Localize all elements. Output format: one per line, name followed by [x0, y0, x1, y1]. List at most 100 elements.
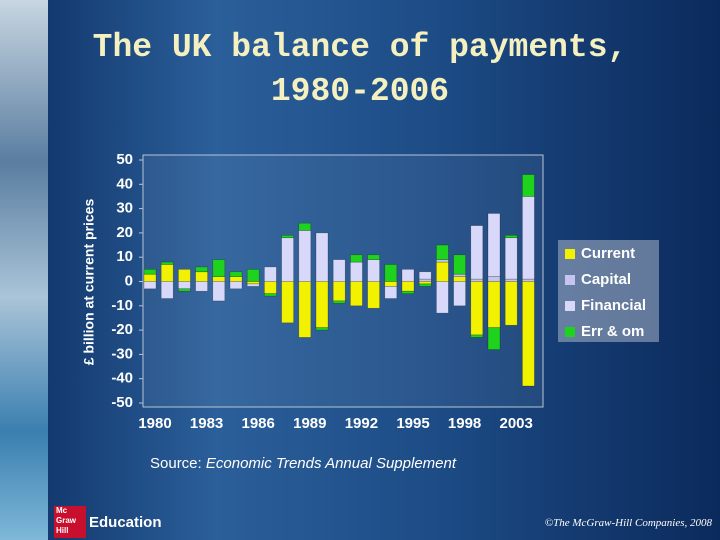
- bar-segment: [229, 276, 243, 282]
- logo: Mc Graw Hill: [54, 506, 86, 538]
- bar-segment: [195, 281, 208, 292]
- bar-segment: [401, 290, 415, 294]
- chart-title: The UK balance of payments, 1980-2006: [92, 29, 628, 110]
- x-tick-label: 1992: [345, 415, 378, 432]
- bar-segment: [453, 254, 466, 275]
- y-tick-label: -30: [111, 345, 133, 362]
- bar-segment: [315, 281, 329, 328]
- bar-segment: [367, 281, 380, 309]
- bar-segment: [487, 327, 501, 350]
- x-tick-label: 2003: [500, 415, 533, 432]
- legend-label: Current: [581, 245, 635, 262]
- bar-segment: [504, 278, 518, 282]
- bar-segment: [298, 281, 312, 338]
- bar-segment: [298, 230, 312, 282]
- source: Source: Economic Trends Annual Supplemen…: [150, 455, 456, 472]
- bar-segment: [384, 281, 398, 287]
- bar-segment: [350, 261, 363, 282]
- y-tick-label: 20: [116, 224, 133, 241]
- copyright: ©The McGraw-Hill Companies, 2008: [544, 517, 712, 529]
- x-tick-label: 1998: [448, 415, 481, 432]
- bar-segment: [298, 222, 312, 231]
- legend-swatch: [565, 327, 575, 337]
- y-tick-label: -10: [111, 297, 133, 314]
- bar-segment: [332, 300, 346, 304]
- bar-segment: [418, 271, 432, 280]
- bar-segment: [418, 281, 432, 285]
- y-tick-label: 50: [116, 151, 133, 168]
- bar-segment: [436, 259, 449, 263]
- legend-label: Err & om: [581, 323, 644, 340]
- source-text: Economic Trends Annual Supplement: [205, 455, 457, 472]
- bar-segment: [418, 283, 432, 287]
- decor-strip: [0, 0, 48, 540]
- bar-segment: [470, 334, 484, 338]
- bar-segment: [453, 273, 466, 277]
- bar-segment: [487, 276, 501, 282]
- x-tick-label: 1980: [138, 415, 171, 432]
- bar-segment: [160, 264, 174, 282]
- y-tick-label: -40: [111, 370, 133, 387]
- bar-segment: [350, 281, 363, 307]
- y-tick-label: -50: [111, 394, 133, 411]
- bar-segment: [436, 281, 449, 314]
- bar-segment: [332, 259, 346, 282]
- legend-swatch: [565, 301, 575, 311]
- bar-segment: [315, 232, 329, 282]
- logo-line: Mc: [56, 506, 68, 515]
- y-tick-label: 40: [116, 175, 133, 192]
- y-axis-label: £ billion at current prices: [81, 199, 97, 366]
- logo-line: Graw: [56, 516, 77, 525]
- bar-segment: [522, 281, 535, 387]
- bar-segment: [384, 264, 398, 282]
- bar-segment: [178, 269, 191, 282]
- bar-segment: [315, 327, 329, 331]
- bar-segment: [264, 293, 277, 297]
- bar-segment: [246, 281, 260, 285]
- bar-segment: [160, 261, 174, 265]
- source-label: Source:: [150, 455, 202, 472]
- bar-segment: [281, 281, 294, 324]
- bar-segment: [367, 259, 380, 282]
- bar-segment: [470, 225, 484, 280]
- bar-segment: [246, 283, 260, 287]
- bar-segment: [470, 278, 484, 282]
- y-tick-label: -20: [111, 321, 133, 338]
- legend-label: Capital: [581, 271, 631, 288]
- bar-segment: [178, 288, 191, 292]
- bar-segment: [367, 254, 380, 260]
- bar-segment: [384, 286, 398, 299]
- bar-segment: [522, 174, 535, 197]
- bar-segment: [178, 281, 191, 290]
- bar-segment: [487, 281, 501, 328]
- y-tick-label: 0: [125, 272, 133, 289]
- bar-segment: [453, 276, 466, 282]
- bar-segment: [143, 281, 157, 290]
- bar-segment: [212, 276, 226, 282]
- bar-segment: [143, 269, 157, 275]
- bar-segment: [522, 278, 535, 282]
- x-tick-label: 1983: [190, 415, 223, 432]
- bar-segment: [229, 281, 243, 290]
- bar-segment: [212, 281, 226, 302]
- bar-segment: [195, 271, 208, 282]
- y-tick-label: 10: [116, 248, 133, 265]
- legend-swatch: [565, 275, 575, 285]
- bar-segment: [418, 278, 432, 282]
- bar-segment: [504, 235, 518, 239]
- bar-segment: [401, 269, 415, 282]
- bar-segment: [504, 281, 518, 326]
- x-tick-label: 1995: [396, 415, 429, 432]
- bar-segment: [436, 261, 449, 282]
- bar-segment: [229, 271, 243, 277]
- bar-segment: [246, 269, 260, 282]
- x-tick-label: 1989: [293, 415, 326, 432]
- logo-label: Education: [89, 514, 162, 531]
- bar-segment: [470, 281, 484, 336]
- bar-segment: [504, 237, 518, 280]
- bar-segment: [264, 281, 277, 294]
- bar-segment: [160, 281, 174, 299]
- bar-segment: [401, 281, 415, 292]
- bar-segment: [350, 254, 363, 263]
